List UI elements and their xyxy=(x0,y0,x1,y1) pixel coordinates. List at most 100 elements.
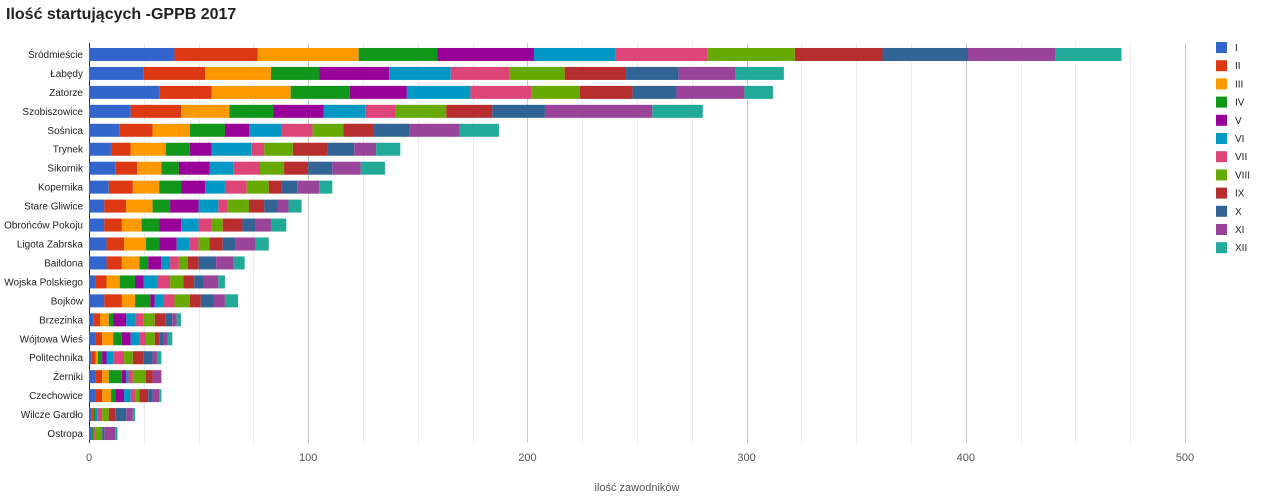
bar-segment[interactable] xyxy=(205,180,225,194)
bar-segment[interactable] xyxy=(373,123,410,137)
bar-segment[interactable] xyxy=(124,351,133,365)
bar-segment[interactable] xyxy=(233,256,245,270)
bar-segment[interactable] xyxy=(249,123,282,137)
bar-segment[interactable] xyxy=(198,256,217,270)
bar-segment[interactable] xyxy=(224,180,247,194)
bar-segment[interactable] xyxy=(406,85,471,99)
bar-segment[interactable] xyxy=(163,332,168,346)
bar-segment[interactable] xyxy=(198,218,212,232)
bar-segment[interactable] xyxy=(104,199,127,213)
bar-segment[interactable] xyxy=(89,161,116,175)
bar-segment[interactable] xyxy=(170,199,199,213)
bar-segment[interactable] xyxy=(89,427,92,441)
bar-segment[interactable] xyxy=(281,180,298,194)
bar-segment[interactable] xyxy=(124,237,146,251)
bar-segment[interactable] xyxy=(209,237,223,251)
bar-segment[interactable] xyxy=(119,275,136,289)
bar-segment[interactable] xyxy=(332,161,361,175)
bar-segment[interactable] xyxy=(102,370,109,384)
bar-segment[interactable] xyxy=(113,313,127,327)
bar-segment[interactable] xyxy=(222,237,236,251)
bar-segment[interactable] xyxy=(211,142,252,156)
bar-segment[interactable] xyxy=(135,313,144,327)
bar-segment[interactable] xyxy=(211,85,291,99)
bar-segment[interactable] xyxy=(102,408,109,422)
bar-segment[interactable] xyxy=(89,370,96,384)
bar-segment[interactable] xyxy=(152,370,162,384)
bar-segment[interactable] xyxy=(165,142,190,156)
bar-segment[interactable] xyxy=(91,351,96,365)
bar-segment[interactable] xyxy=(189,237,199,251)
bar-segment[interactable] xyxy=(209,161,234,175)
bar-segment[interactable] xyxy=(106,351,114,365)
bar-segment[interactable] xyxy=(108,408,116,422)
bar-segment[interactable] xyxy=(580,85,633,99)
bar-segment[interactable] xyxy=(176,313,182,327)
bar-segment[interactable] xyxy=(1055,47,1122,61)
bar-segment[interactable] xyxy=(470,85,532,99)
bar-segment[interactable] xyxy=(290,85,350,99)
bar-segment[interactable] xyxy=(154,332,160,346)
bar-segment[interactable] xyxy=(143,351,153,365)
bar-segment[interactable] xyxy=(93,408,96,422)
bar-segment[interactable] xyxy=(676,85,745,99)
bar-segment[interactable] xyxy=(312,123,344,137)
bar-segment[interactable] xyxy=(358,47,438,61)
bar-segment[interactable] xyxy=(89,237,107,251)
bar-segment[interactable] xyxy=(211,218,223,232)
bar-segment[interactable] xyxy=(172,313,177,327)
bar-segment[interactable] xyxy=(93,313,100,327)
bar-segment[interactable] xyxy=(91,427,94,441)
bar-segment[interactable] xyxy=(233,161,260,175)
bar-segment[interactable] xyxy=(89,294,105,308)
bar-segment[interactable] xyxy=(159,389,162,403)
bar-segment[interactable] xyxy=(389,66,451,80)
bar-segment[interactable] xyxy=(95,427,103,441)
bar-segment[interactable] xyxy=(178,256,188,270)
bar-segment[interactable] xyxy=(181,180,206,194)
bar-segment[interactable] xyxy=(257,47,359,61)
bar-segment[interactable] xyxy=(89,123,120,137)
bar-segment[interactable] xyxy=(159,180,182,194)
bar-segment[interactable] xyxy=(343,123,374,137)
bar-segment[interactable] xyxy=(170,275,184,289)
bar-segment[interactable] xyxy=(89,47,175,61)
bar-segment[interactable] xyxy=(251,142,265,156)
bar-segment[interactable] xyxy=(95,275,107,289)
bar-segment[interactable] xyxy=(102,427,105,441)
bar-segment[interactable] xyxy=(198,199,219,213)
bar-segment[interactable] xyxy=(246,180,269,194)
bar-segment[interactable] xyxy=(135,294,151,308)
bar-segment[interactable] xyxy=(95,389,103,403)
bar-segment[interactable] xyxy=(222,218,243,232)
bar-segment[interactable] xyxy=(152,351,157,365)
bar-segment[interactable] xyxy=(235,237,256,251)
bar-segment[interactable] xyxy=(141,218,160,232)
bar-segment[interactable] xyxy=(459,123,499,137)
bar-segment[interactable] xyxy=(130,332,140,346)
bar-segment[interactable] xyxy=(281,123,313,137)
bar-segment[interactable] xyxy=(202,275,219,289)
bar-segment[interactable] xyxy=(707,47,795,61)
bar-segment[interactable] xyxy=(99,313,109,327)
bar-segment[interactable] xyxy=(492,104,545,118)
bar-segment[interactable] xyxy=(349,85,407,99)
bar-segment[interactable] xyxy=(159,218,182,232)
bar-segment[interactable] xyxy=(119,123,153,137)
bar-segment[interactable] xyxy=(159,332,164,346)
bar-segment[interactable] xyxy=(108,313,114,327)
bar-segment[interactable] xyxy=(319,180,333,194)
bar-segment[interactable] xyxy=(678,66,736,80)
bar-segment[interactable] xyxy=(652,104,703,118)
bar-segment[interactable] xyxy=(106,275,120,289)
bar-segment[interactable] xyxy=(130,389,136,403)
bar-segment[interactable] xyxy=(102,332,114,346)
bar-segment[interactable] xyxy=(126,370,129,384)
bar-segment[interactable] xyxy=(744,85,773,99)
bar-segment[interactable] xyxy=(187,256,199,270)
bar-segment[interactable] xyxy=(113,332,122,346)
bar-segment[interactable] xyxy=(229,104,274,118)
bar-segment[interactable] xyxy=(509,66,565,80)
bar-segment[interactable] xyxy=(95,332,103,346)
bar-segment[interactable] xyxy=(150,294,155,308)
